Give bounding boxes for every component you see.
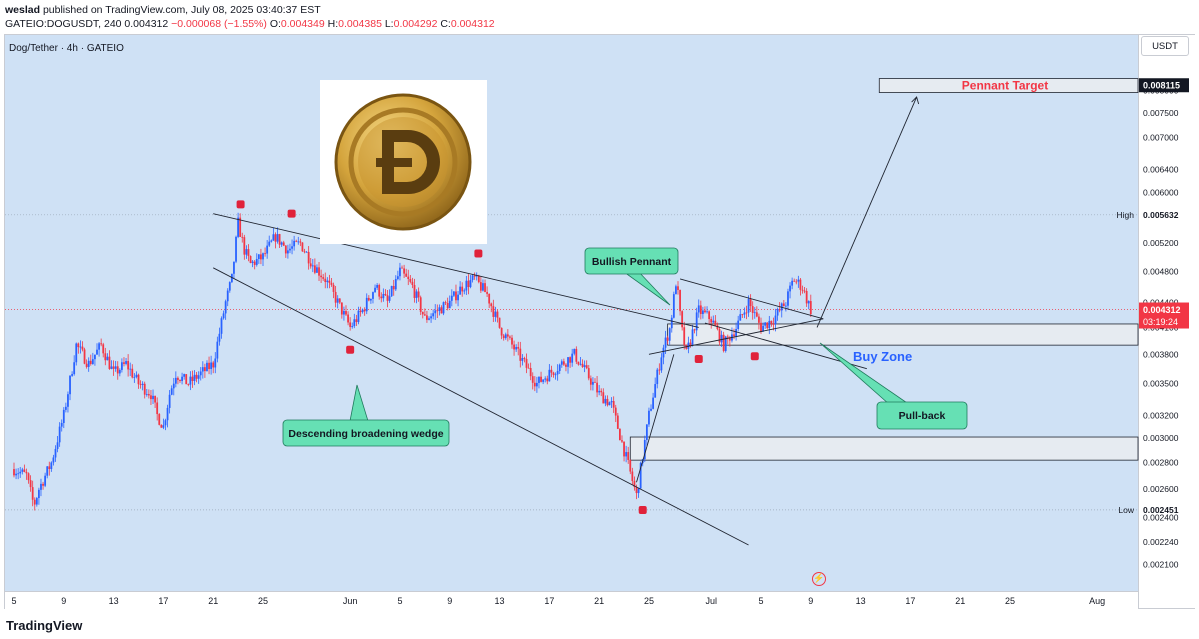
symbol-line: GATEIO:DOGUSDT, 240	[5, 18, 122, 30]
open-label: O:	[269, 18, 281, 30]
tradingview-logo[interactable]: TradingView	[6, 618, 82, 633]
footer	[0, 610, 1199, 639]
close-value: 0.004312	[450, 18, 495, 30]
low-label: L:	[384, 18, 394, 30]
published-text: published on TradingView.com, July 08, 2…	[42, 4, 321, 16]
legend-symbol: Dog/Tether · 4h · GATEIO	[9, 43, 124, 54]
publication-header: weslad published on TradingView.com, Jul…	[0, 0, 1199, 33]
currency-button[interactable]: USDT	[1141, 36, 1189, 56]
high-value: 0.004385	[338, 18, 382, 30]
plot-area[interactable]	[5, 35, 1138, 591]
open-value: 0.004349	[280, 18, 325, 30]
dogecoin-logo	[320, 80, 487, 244]
ohlc-line: GATEIO:DOGUSDT, 240 0.004312 −0.000068 (…	[5, 18, 495, 30]
price-change: −0.000068 (−1.55%)	[171, 18, 267, 30]
time-axis[interactable]	[5, 591, 1138, 609]
publisher-name[interactable]: weslad	[5, 4, 41, 16]
low-value: 0.004292	[393, 18, 438, 30]
flash-icon[interactable]: ⚡	[812, 572, 826, 586]
price-axis[interactable]	[1138, 35, 1195, 608]
last-price: 0.004312	[124, 18, 169, 30]
publisher-line: weslad published on TradingView.com, Jul…	[5, 4, 321, 16]
close-label: C:	[440, 18, 451, 30]
high-label: H:	[327, 18, 339, 30]
footer-brand: TradingView	[6, 618, 83, 633]
